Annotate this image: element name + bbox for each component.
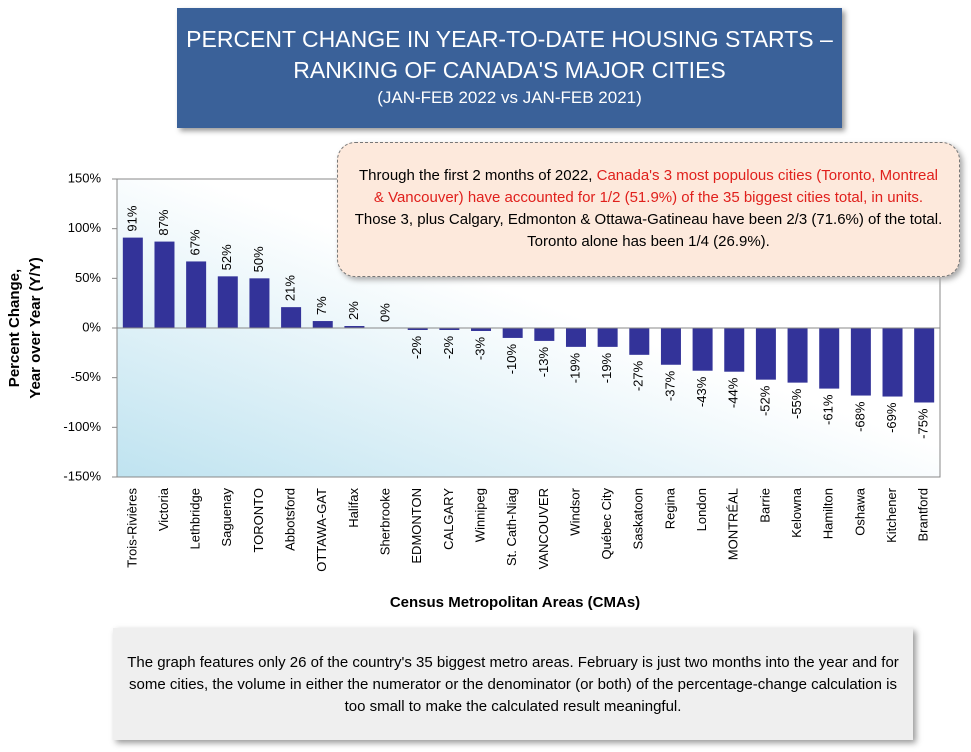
x-tick-label: TORONTO bbox=[251, 488, 266, 553]
y-tick-label: 100% bbox=[68, 220, 102, 235]
footnote: The graph features only 26 of the countr… bbox=[113, 628, 913, 740]
x-tick-label: MONTRÉAL bbox=[726, 488, 741, 560]
bar bbox=[502, 328, 523, 338]
bar bbox=[249, 278, 270, 328]
data-label: -75% bbox=[916, 408, 931, 439]
data-label: 7% bbox=[314, 296, 329, 315]
bar bbox=[154, 241, 175, 328]
annotation-text: Through the first 2 months of 2022, bbox=[358, 167, 597, 184]
x-tick-label: London bbox=[694, 488, 709, 531]
data-label: -69% bbox=[884, 402, 899, 433]
x-tick-label: CALGARY bbox=[441, 488, 456, 550]
data-label: -43% bbox=[694, 376, 709, 407]
x-tick-label: Kelowna bbox=[789, 487, 804, 538]
data-label: -44% bbox=[726, 377, 741, 408]
bar bbox=[407, 328, 428, 330]
bar bbox=[597, 328, 618, 347]
data-label: 87% bbox=[156, 209, 171, 235]
chart-title: RANKING OF CANADA'S MAJOR CITIES bbox=[293, 57, 726, 83]
x-tick-label: Barrie bbox=[757, 488, 772, 523]
data-label: -55% bbox=[789, 388, 804, 419]
x-tick-label: Winnipeg bbox=[472, 488, 487, 542]
bar bbox=[755, 328, 776, 380]
data-label: -10% bbox=[504, 344, 519, 375]
x-tick-label: Victoria bbox=[156, 487, 171, 531]
x-tick-label: Brantford bbox=[916, 488, 931, 541]
data-label: 2% bbox=[346, 301, 361, 320]
bar bbox=[819, 328, 840, 389]
x-tick-label: Regina bbox=[662, 487, 677, 529]
x-tick-label: Lethbridge bbox=[188, 488, 203, 549]
data-label: 91% bbox=[124, 205, 139, 231]
x-tick-label: OTTAWA-GAT bbox=[314, 488, 329, 572]
y-tick-label: -150% bbox=[63, 468, 101, 483]
data-label: 0% bbox=[377, 303, 392, 322]
data-label: -3% bbox=[472, 337, 487, 361]
x-tick-label: Sherbrooke bbox=[377, 488, 392, 555]
x-tick-label: Oshawa bbox=[852, 487, 867, 535]
bar bbox=[724, 328, 745, 372]
data-label: 52% bbox=[219, 244, 234, 270]
data-label: -19% bbox=[567, 352, 582, 383]
annotation: Through the first 2 months of 2022, Cana… bbox=[337, 142, 960, 277]
bar bbox=[660, 328, 681, 365]
x-tick-label: Saguenay bbox=[219, 488, 234, 547]
chart-title: PERCENT CHANGE IN YEAR-TO-DATE HOUSING S… bbox=[186, 26, 833, 52]
x-tick-label: Kitchener bbox=[884, 487, 899, 543]
y-tick-label: -100% bbox=[63, 419, 101, 434]
data-label: -19% bbox=[599, 352, 614, 383]
bar bbox=[629, 328, 650, 355]
bar bbox=[471, 328, 492, 331]
bar bbox=[914, 328, 935, 403]
x-tick-label: Saskatoon bbox=[631, 488, 646, 549]
bar bbox=[122, 237, 143, 328]
x-tick-label: Trois-Rivières bbox=[124, 488, 139, 568]
bar bbox=[565, 328, 586, 347]
bar bbox=[534, 328, 555, 341]
data-label: 50% bbox=[251, 246, 266, 272]
x-tick-label: Hamilton bbox=[821, 488, 836, 539]
data-label: -27% bbox=[631, 360, 646, 391]
bar bbox=[217, 276, 238, 328]
bar bbox=[882, 328, 903, 397]
chart-subtitle: (JAN-FEB 2022 vs JAN-FEB 2021) bbox=[377, 88, 642, 107]
bar bbox=[344, 326, 365, 328]
y-axis-label: Percent Change, bbox=[6, 269, 23, 387]
data-label: -13% bbox=[536, 346, 551, 377]
bar bbox=[312, 321, 333, 328]
bar bbox=[850, 328, 871, 396]
data-label: -52% bbox=[757, 385, 772, 416]
data-label: -2% bbox=[441, 336, 456, 360]
y-tick-label: 0% bbox=[82, 319, 101, 334]
data-label: -37% bbox=[662, 370, 677, 401]
data-label: -2% bbox=[409, 336, 424, 360]
bar bbox=[692, 328, 713, 371]
bar bbox=[281, 307, 302, 328]
data-label: 21% bbox=[283, 275, 298, 301]
x-tick-label: Québec City bbox=[599, 488, 614, 560]
x-tick-label: Halifax bbox=[346, 488, 361, 528]
annotation-text: Those 3, plus Calgary, Edmonton & Ottawa… bbox=[354, 211, 943, 250]
title-box: PERCENT CHANGE IN YEAR-TO-DATE HOUSING S… bbox=[177, 8, 842, 128]
x-tick-label: St. Cath-Niag bbox=[504, 488, 519, 566]
annotation-highlight: Canada's 3 most populous cities (Toronto… bbox=[373, 167, 938, 206]
y-axis-label: Year over Year (Y/Y) bbox=[27, 257, 44, 398]
data-label: 67% bbox=[188, 229, 203, 255]
bar bbox=[439, 328, 460, 330]
y-tick-label: 50% bbox=[75, 270, 101, 285]
x-tick-label: VANCOUVER bbox=[536, 488, 551, 569]
x-axis-label: Census Metropolitan Areas (CMAs) bbox=[390, 594, 640, 611]
data-label: -68% bbox=[852, 401, 867, 432]
data-label: -61% bbox=[821, 394, 836, 425]
x-tick-label: Abbotsford bbox=[283, 488, 298, 551]
y-tick-label: -50% bbox=[71, 369, 102, 384]
y-tick-label: 150% bbox=[68, 170, 102, 185]
bar bbox=[186, 261, 207, 328]
x-tick-label: EDMONTON bbox=[409, 488, 424, 564]
bar bbox=[787, 328, 808, 383]
x-tick-label: Windsor bbox=[567, 487, 582, 535]
